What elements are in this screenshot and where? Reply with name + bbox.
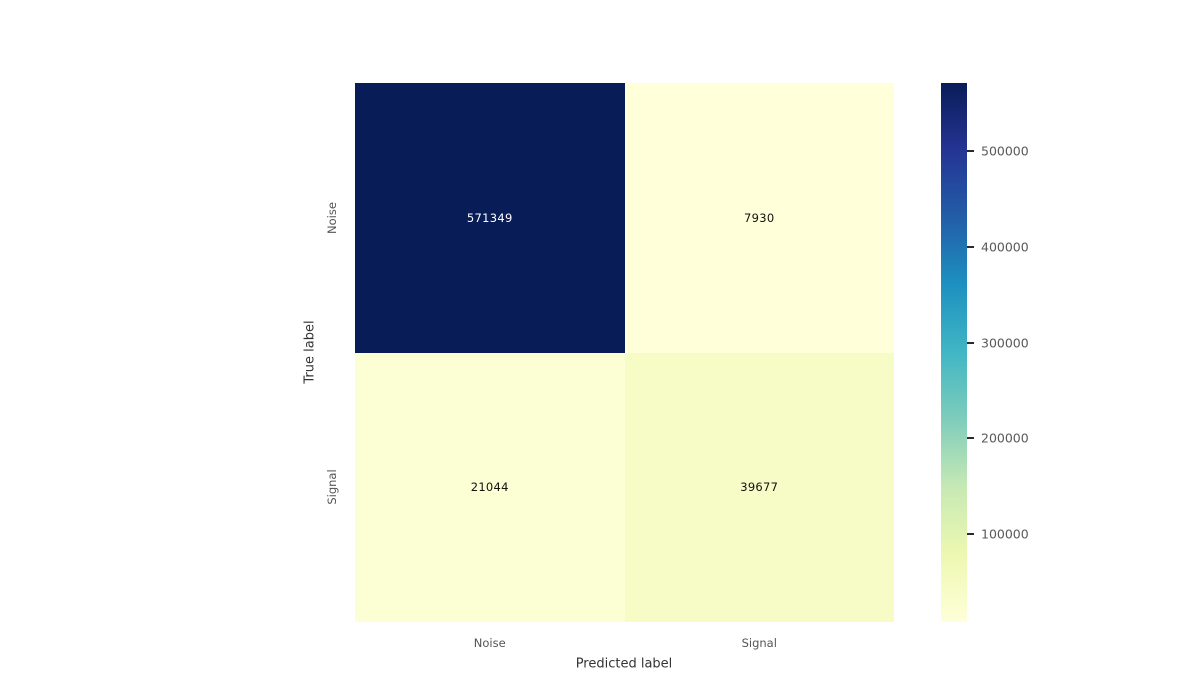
- colorbar-tick-mark-400000: [967, 245, 974, 248]
- x-axis-label: Predicted label: [575, 656, 673, 672]
- colorbar-tick-label-200000: 200000: [981, 430, 1029, 446]
- heatmap-cell-signal-noise: 21044: [355, 352, 625, 622]
- colorbar-tick-mark-500000: [967, 150, 974, 153]
- y-axis-label: True label: [302, 320, 318, 384]
- heatmap-cell-noise-noise: 571349: [355, 83, 625, 353]
- x-tick-label-noise: Noise: [473, 636, 506, 650]
- x-tick-label-signal: Signal: [741, 636, 777, 650]
- colorbar-tick-label-500000: 500000: [981, 143, 1029, 159]
- colorbar: [941, 83, 967, 622]
- colorbar-tick-mark-300000: [967, 341, 974, 344]
- colorbar-tick-label-100000: 100000: [981, 526, 1029, 542]
- y-tick-label-signal: Signal: [325, 469, 339, 505]
- colorbar-tick-label-300000: 300000: [981, 335, 1029, 351]
- heatmap-grid: 571349 7930 21044 39677: [355, 83, 894, 622]
- heatmap-cell-signal-signal: 39677: [624, 352, 894, 622]
- colorbar-tick-mark-200000: [967, 437, 974, 440]
- heatmap-cell-noise-signal: 7930: [624, 83, 894, 353]
- colorbar-tick-mark-100000: [967, 532, 974, 535]
- y-tick-label-noise: Noise: [325, 201, 339, 234]
- colorbar-tick-label-400000: 400000: [981, 239, 1029, 255]
